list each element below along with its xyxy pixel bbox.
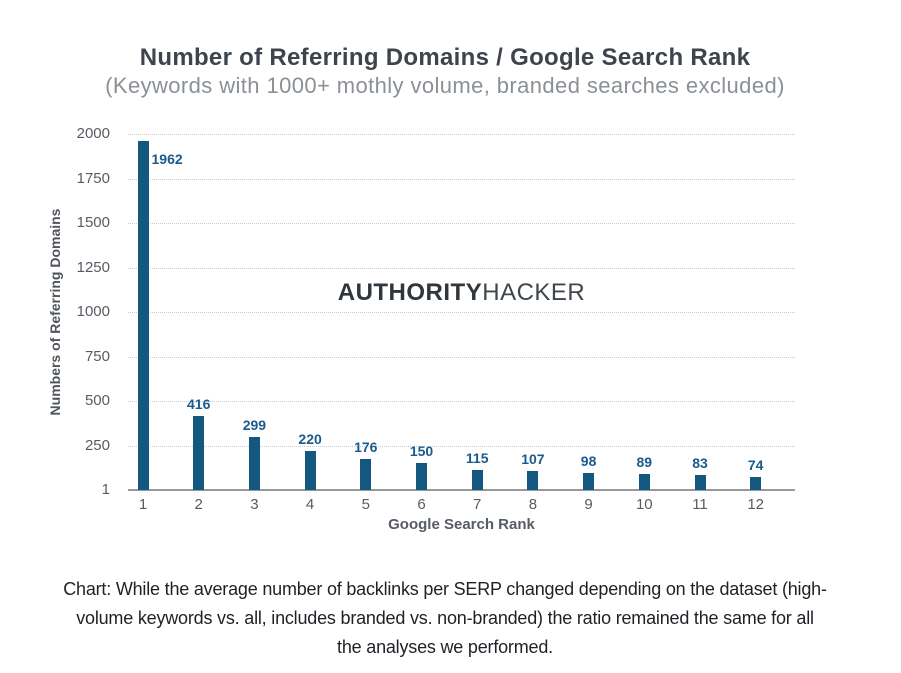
bar-rank-11: [694, 475, 706, 490]
bar-value-label: 299: [242, 416, 267, 433]
watermark: AUTHORITYHACKER: [128, 279, 795, 307]
gridline-1250: [128, 267, 795, 269]
gridline-1500: [128, 223, 795, 224]
y-tick-label: 1: [101, 480, 110, 498]
bar-rank-1: [137, 140, 149, 490]
bar-value-label: 220: [298, 430, 322, 447]
x-tick-label: 5: [361, 496, 370, 513]
caption-line: volume keywords vs. all, includes brande…: [76, 608, 814, 628]
bar-rank-4: [304, 450, 316, 490]
x-tick-label: 1: [138, 496, 148, 513]
bar-value-label: 107: [521, 450, 545, 467]
x-axis-line: [128, 489, 795, 491]
x-tick-label: 2: [194, 496, 203, 513]
bar-value-label: 83: [692, 455, 708, 472]
bar-value-label: 74: [747, 456, 764, 473]
gridline-2000: [128, 134, 795, 135]
chart-title: Number of Referring Domains / Google Sea…: [139, 44, 751, 71]
y-tick-label: 1500: [76, 214, 110, 231]
watermark-regular-text: HACKER: [482, 279, 586, 306]
bar-value-label: 1962: [151, 150, 183, 167]
watermark-bold-text: AUTHORITY: [337, 279, 483, 306]
gridline-1000: [128, 312, 795, 313]
x-tick-label: 7: [473, 496, 482, 513]
gridline-500: [128, 401, 795, 402]
y-tick-label: 2000: [76, 125, 110, 142]
x-tick-label: 9: [584, 496, 593, 513]
bar-value-label: 176: [354, 438, 378, 455]
bar-rank-12: [750, 476, 762, 490]
y-tick-label: 250: [84, 436, 110, 454]
gridline-750: [128, 356, 795, 358]
bar-rank-8: [527, 470, 539, 490]
bar-rank-3: [248, 436, 260, 490]
x-tick-label: 10: [635, 496, 653, 513]
x-tick-label: 3: [250, 496, 259, 513]
x-tick-label: 6: [417, 496, 426, 513]
x-axis-title: Google Search Rank: [388, 516, 535, 533]
x-tick-label: 12: [747, 496, 765, 513]
bar-rank-6: [416, 463, 427, 490]
bar-value-label: 150: [409, 443, 434, 460]
y-tick-label: 1000: [76, 303, 110, 320]
bar-rank-2: [193, 415, 205, 490]
bar-rank-5: [360, 458, 372, 490]
y-tick-label: 1750: [76, 169, 110, 187]
caption-line: Chart: While the average number of backl…: [63, 579, 827, 599]
chart-caption: Chart: While the average number of backl…: [0, 575, 890, 662]
bar-rank-9: [583, 472, 595, 490]
bar-rank-7: [471, 469, 483, 490]
x-tick-label: 8: [528, 496, 538, 513]
bar-rank-10: [638, 474, 650, 490]
y-tick-label: 1250: [76, 258, 110, 276]
bar-value-label: 89: [636, 454, 653, 471]
x-tick-label: 4: [305, 496, 315, 513]
bar-value-label: 115: [465, 449, 489, 466]
bar-value-label: 98: [580, 452, 597, 469]
chart-subtitle: (Keywords with 1000+ mothly volume, bran…: [105, 73, 785, 98]
gridline-1750: [128, 178, 795, 180]
bar-value-label: 416: [187, 395, 211, 412]
x-tick-label: 11: [692, 496, 708, 513]
y-tick-label: 750: [84, 347, 110, 365]
y-tick-label: 500: [84, 392, 110, 409]
gridline-250: [128, 445, 795, 447]
caption-line: the analyses we performed.: [337, 637, 553, 657]
